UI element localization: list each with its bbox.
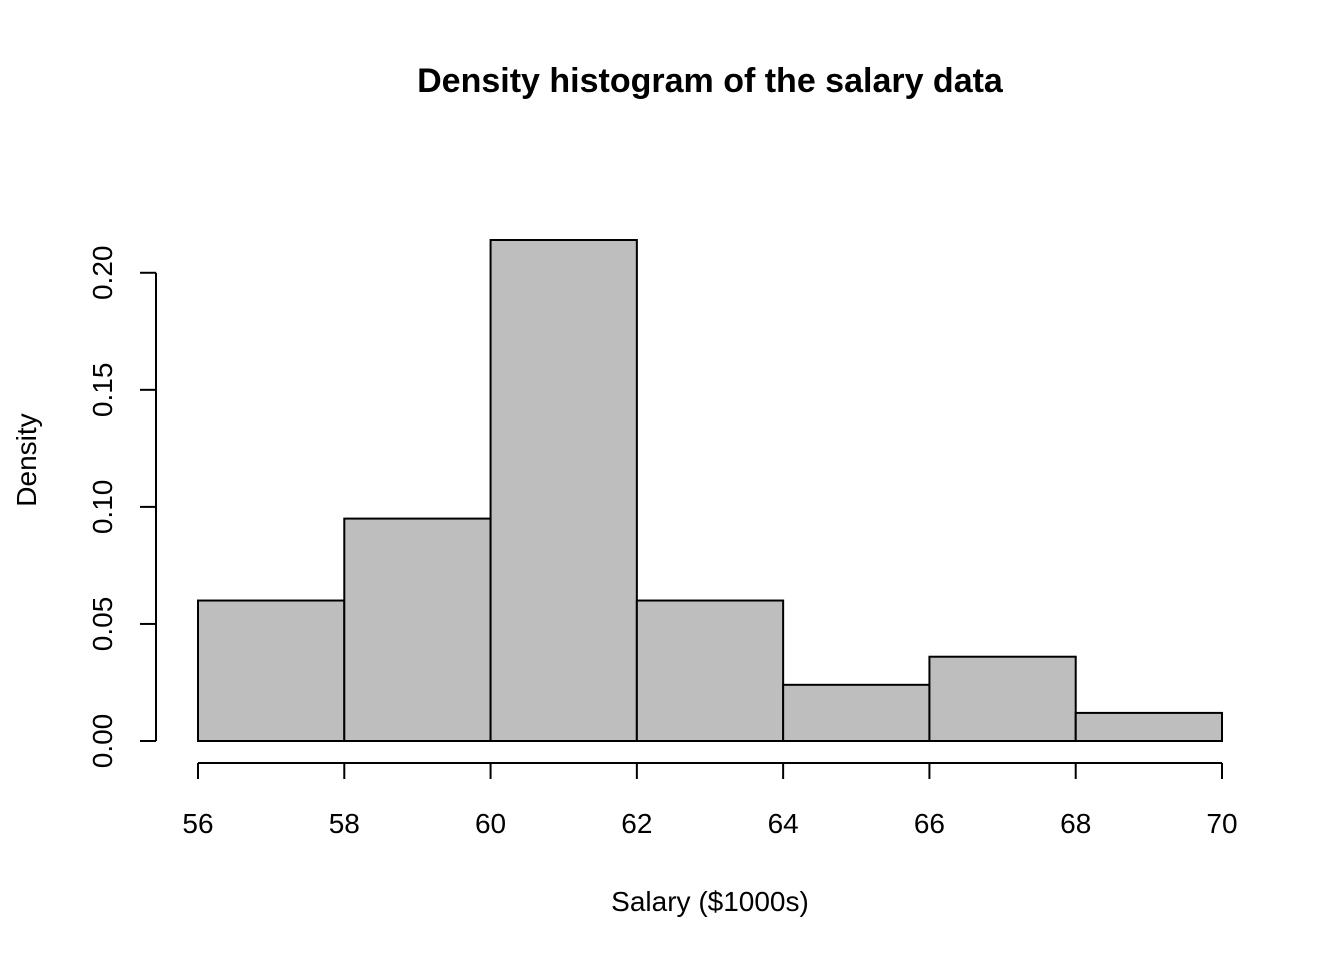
y-tick-label-0.00: 0.00 — [87, 714, 118, 769]
y-tick-label-0.05: 0.05 — [87, 597, 118, 652]
y-tick-label-0.15: 0.15 — [87, 363, 118, 418]
x-tick-label-60: 60 — [475, 808, 506, 839]
histogram-bar-62-64 — [635, 599, 785, 742]
x-tick-label-66: 66 — [914, 808, 945, 839]
x-axis: 56 58 60 62 64 66 68 70 — [182, 762, 1238, 839]
histogram-bar-60-62 — [489, 239, 638, 742]
histogram-bar-66-68 — [928, 655, 1077, 742]
y-tick-label-0.20: 0.20 — [87, 246, 118, 301]
histogram-bar-68-70 — [1074, 711, 1223, 743]
x-tick-label-70: 70 — [1206, 808, 1237, 839]
x-axis-label: Salary ($1000s) — [611, 886, 809, 917]
histogram-bar-58-60 — [343, 517, 492, 742]
x-tick-label-58: 58 — [329, 808, 360, 839]
x-tick-label-68: 68 — [1060, 808, 1091, 839]
histogram-bar-64-66 — [782, 683, 931, 743]
bars-group — [197, 239, 1223, 743]
x-tick-label-64: 64 — [768, 808, 799, 839]
y-axis-label: Density — [11, 413, 42, 506]
x-tick-label-62: 62 — [621, 808, 652, 839]
x-tick-label-56: 56 — [182, 808, 213, 839]
chart-title: Density histogram of the salary data — [417, 62, 1004, 100]
y-tick-label-0.10: 0.10 — [87, 480, 118, 534]
histogram-bar-56-58 — [197, 599, 346, 742]
y-axis: 0.00 0.05 0.10 0.15 0.20 — [87, 246, 157, 769]
